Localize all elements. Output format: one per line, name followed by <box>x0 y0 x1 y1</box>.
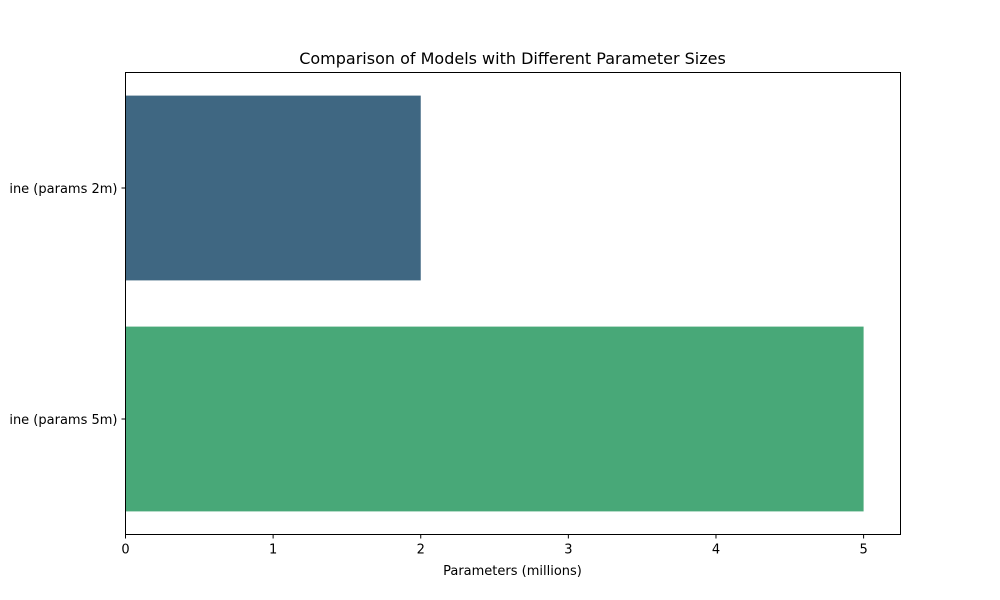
x-tick-label: 3 <box>564 543 572 558</box>
y-tick-label: ine (params 2m) <box>9 182 117 197</box>
bars-group <box>125 95 864 512</box>
y-tick-label: ine (params 5m) <box>9 413 117 428</box>
x-tick-label: 5 <box>859 543 867 558</box>
chart-title: Comparison of Models with Different Para… <box>299 49 726 68</box>
x-tick-label: 0 <box>121 543 129 558</box>
x-tick-label: 4 <box>712 543 720 558</box>
x-axis-label: Parameters (millions) <box>443 564 582 579</box>
bar <box>125 326 864 512</box>
plot-frame <box>125 72 901 535</box>
x-tick-label: 1 <box>269 543 277 558</box>
x-tick-label: 2 <box>417 543 425 558</box>
x-axis-ticks: 0 1 2 3 4 5 <box>121 534 868 558</box>
y-axis-ticks: ine (params 2m) ine (params 5m) <box>9 182 126 428</box>
bar <box>125 95 421 281</box>
